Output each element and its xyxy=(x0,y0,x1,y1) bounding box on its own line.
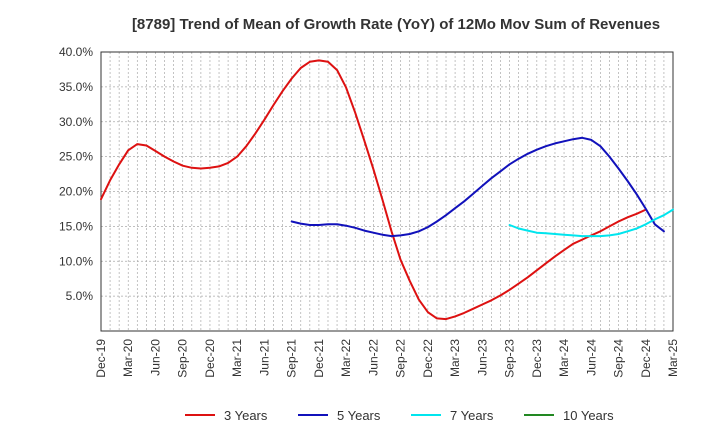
y-tick-label: 30.0% xyxy=(59,115,93,129)
x-tick-label: Jun-20 xyxy=(148,339,162,376)
y-tick-label: 10.0% xyxy=(59,254,93,268)
x-axis: Dec-19 Mar-20 Jun-20 Sep-20 Dec-20 Mar-21 Jun-… xyxy=(94,339,680,378)
y-tick-label: 20.0% xyxy=(59,185,93,199)
y-tick-label: 25.0% xyxy=(59,150,93,164)
legend-label-3-years: 3 Years xyxy=(224,408,268,423)
chart-title: [8789] Trend of Mean of Growth Rate (YoY… xyxy=(132,16,660,33)
x-tick-label: Dec-19 xyxy=(94,339,108,378)
y-tick-label: 5.0% xyxy=(66,289,94,303)
x-tick-label: Jun-21 xyxy=(257,339,271,376)
x-tick-label: Sep-23 xyxy=(503,339,517,378)
y-axis: 5.0% 10.0% 15.0% 20.0% 25.0% 30.0% 35.0% 40.0% xyxy=(59,45,93,303)
series-line-3-years xyxy=(100,59,647,321)
x-tick-label: Dec-23 xyxy=(530,339,544,378)
x-tick-label: Mar-25 xyxy=(666,339,680,377)
x-tick-label: Mar-20 xyxy=(121,339,135,377)
x-tick-label: Mar-22 xyxy=(339,339,353,377)
y-tick-label: 35.0% xyxy=(59,80,93,94)
x-tick-label: Mar-24 xyxy=(557,339,571,377)
series-line-5-years xyxy=(290,136,665,238)
plot-area xyxy=(100,51,674,332)
y-tick-label: 15.0% xyxy=(59,219,93,233)
x-tick-label: Mar-21 xyxy=(230,339,244,377)
x-tick-label: Sep-21 xyxy=(285,339,299,378)
legend-label-10-years: 10 Years xyxy=(563,408,614,423)
x-tick-label: Dec-24 xyxy=(639,339,653,378)
legend-label-5-years: 5 Years xyxy=(337,408,381,423)
x-tick-label: Jun-23 xyxy=(475,339,489,376)
x-tick-label: Dec-22 xyxy=(421,339,435,378)
x-tick-label: Sep-20 xyxy=(176,339,190,378)
x-tick-label: Dec-20 xyxy=(203,339,217,378)
series-line-7-years xyxy=(508,208,674,238)
x-tick-label: Jun-24 xyxy=(584,339,598,376)
x-tick-label: Mar-23 xyxy=(448,339,462,377)
x-tick-label: Dec-21 xyxy=(312,339,326,378)
x-tick-label: Sep-22 xyxy=(394,339,408,378)
grid xyxy=(100,51,674,331)
x-tick-label: Sep-24 xyxy=(612,339,626,378)
x-tick-label: Jun-22 xyxy=(366,339,380,376)
legend-label-7-years: 7 Years xyxy=(450,408,494,423)
series-lines xyxy=(100,59,674,321)
legend: 3 Years 5 Years 7 Years 10 Years xyxy=(185,408,614,423)
y-tick-label: 40.0% xyxy=(59,45,93,59)
